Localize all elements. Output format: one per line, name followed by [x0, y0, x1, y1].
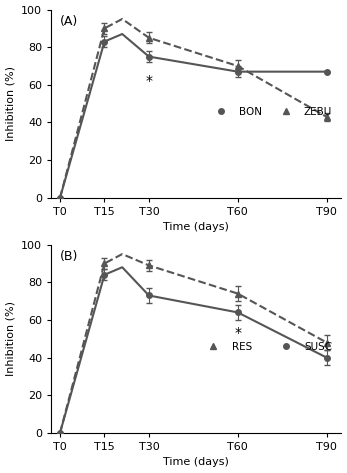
BON: [58, 195, 62, 201]
ZEBU: [102, 26, 107, 31]
RES: [236, 291, 240, 297]
Y-axis label: Inhibition (%): Inhibition (%): [6, 301, 16, 376]
RES: [324, 340, 329, 345]
Y-axis label: Inhibition (%): Inhibition (%): [6, 66, 16, 141]
SUSC: [147, 293, 151, 298]
Legend: RES, SUSC: RES, SUSC: [196, 338, 336, 356]
BON: [102, 39, 107, 44]
Text: (B): (B): [60, 250, 78, 263]
Legend: BON, ZEBU: BON, ZEBU: [204, 103, 336, 121]
RES: [58, 430, 62, 436]
BON: [236, 69, 240, 75]
Line: BON: BON: [57, 39, 329, 201]
Line: ZEBU: ZEBU: [57, 25, 330, 201]
RES: [102, 261, 107, 266]
ZEBU: [58, 195, 62, 201]
Line: RES: RES: [57, 260, 330, 436]
SUSC: [236, 310, 240, 315]
Line: SUSC: SUSC: [57, 272, 329, 436]
Text: *: *: [145, 74, 152, 88]
X-axis label: Time (days): Time (days): [163, 457, 229, 467]
BON: [324, 69, 329, 75]
ZEBU: [236, 63, 240, 69]
ZEBU: [324, 114, 329, 120]
X-axis label: Time (days): Time (days): [163, 222, 229, 232]
Text: (A): (A): [60, 15, 78, 28]
SUSC: [102, 272, 107, 278]
Text: *: *: [234, 326, 241, 340]
BON: [147, 54, 151, 60]
SUSC: [58, 430, 62, 436]
RES: [147, 263, 151, 268]
SUSC: [324, 355, 329, 360]
ZEBU: [147, 35, 151, 41]
